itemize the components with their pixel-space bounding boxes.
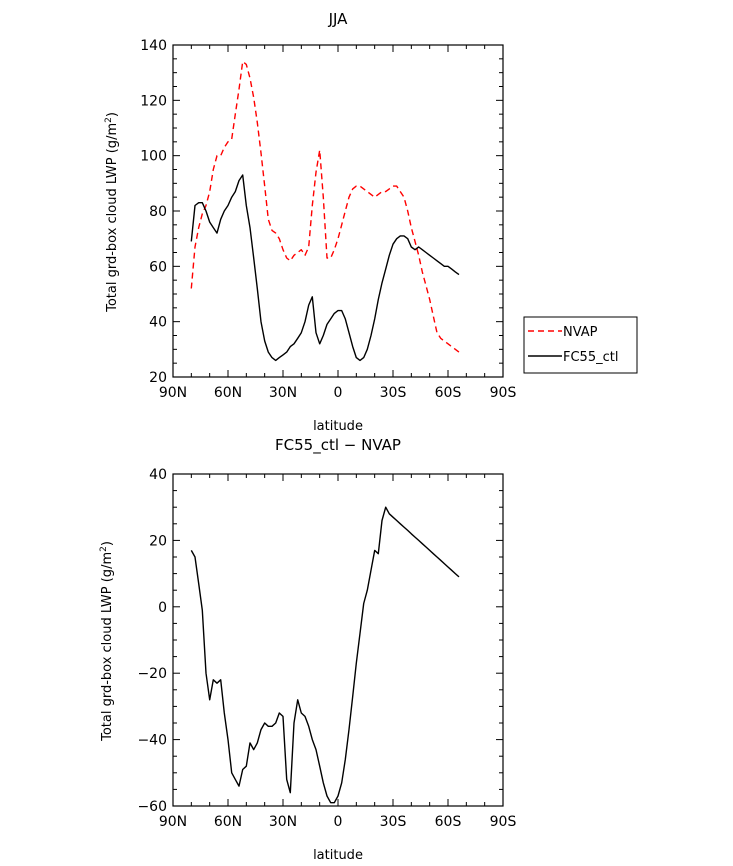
x-axis-label: latitude — [313, 848, 363, 863]
series-line-fc55-ctl-nvap — [190, 506, 460, 804]
x-tick-label: 90N — [159, 814, 187, 830]
y-axis-label: Total grd-box cloud LWP (g/m2) — [99, 541, 115, 742]
y-tick-label: −40 — [137, 733, 167, 749]
x-tick-label: 90S — [490, 814, 517, 830]
axis-ticks — [172, 473, 504, 807]
y-tick-label: 20 — [149, 370, 167, 386]
y-axis-label: Total grd-box cloud LWP (g/m2) — [104, 112, 120, 313]
legend: NVAP FC55_ctl — [523, 316, 638, 374]
legend-label-nvap: NVAP — [563, 325, 598, 340]
y-tick-labels: −60 −40 −20 0 20 40 — [137, 467, 167, 815]
y-tick-label: 0 — [158, 600, 167, 616]
x-tick-label: 60S — [435, 814, 462, 830]
x-tick-label: 30N — [269, 385, 297, 401]
y-tick-label: 120 — [140, 93, 167, 109]
x-tick-label: 30N — [269, 814, 297, 830]
series-line-nvap — [190, 60, 460, 353]
legend-label-fc55: FC55_ctl — [563, 350, 618, 365]
panel-title: FC55_ctl − NVAP — [275, 436, 401, 455]
y-tick-label: 60 — [149, 259, 167, 275]
x-tick-labels: 90N 60N 30N 0 30S 60S 90S — [159, 814, 517, 830]
y-tick-label: 140 — [140, 38, 167, 54]
panel-title: JJA — [328, 10, 349, 28]
x-tick-label: 60S — [435, 385, 462, 401]
series-lines — [190, 60, 460, 362]
x-axis-label: latitude — [313, 419, 363, 434]
axis-ticks — [172, 44, 504, 378]
y-tick-label: 100 — [140, 149, 167, 165]
x-tick-labels: 90N 60N 30N 0 30S 60S 90S — [159, 385, 517, 401]
panel-difference: FC55_ctl − NVAP −60 −40 −20 0 20 40 90N 60N 30N… — [99, 436, 516, 863]
y-tick-label: 40 — [149, 315, 167, 331]
x-tick-label: 0 — [334, 814, 343, 830]
x-tick-label: 60N — [214, 385, 242, 401]
y-tick-labels: 20 40 60 80 100 120 140 — [140, 38, 167, 386]
series-lines — [190, 506, 460, 804]
legend-box — [523, 316, 638, 374]
y-tick-label: −20 — [137, 666, 167, 682]
plot-frame — [172, 473, 504, 807]
x-tick-label: 0 — [334, 385, 343, 401]
y-tick-label: 40 — [149, 467, 167, 483]
series-line-fc55-ctl — [190, 174, 460, 362]
y-tick-label: 20 — [149, 533, 167, 549]
x-tick-label: 90S — [490, 385, 517, 401]
x-tick-label: 30S — [380, 814, 407, 830]
x-tick-label: 90N — [159, 385, 187, 401]
x-tick-label: 30S — [380, 385, 407, 401]
y-tick-label: −60 — [137, 799, 167, 815]
plot-frame — [172, 44, 504, 378]
y-tick-label: 80 — [149, 204, 167, 220]
x-tick-label: 60N — [214, 814, 242, 830]
